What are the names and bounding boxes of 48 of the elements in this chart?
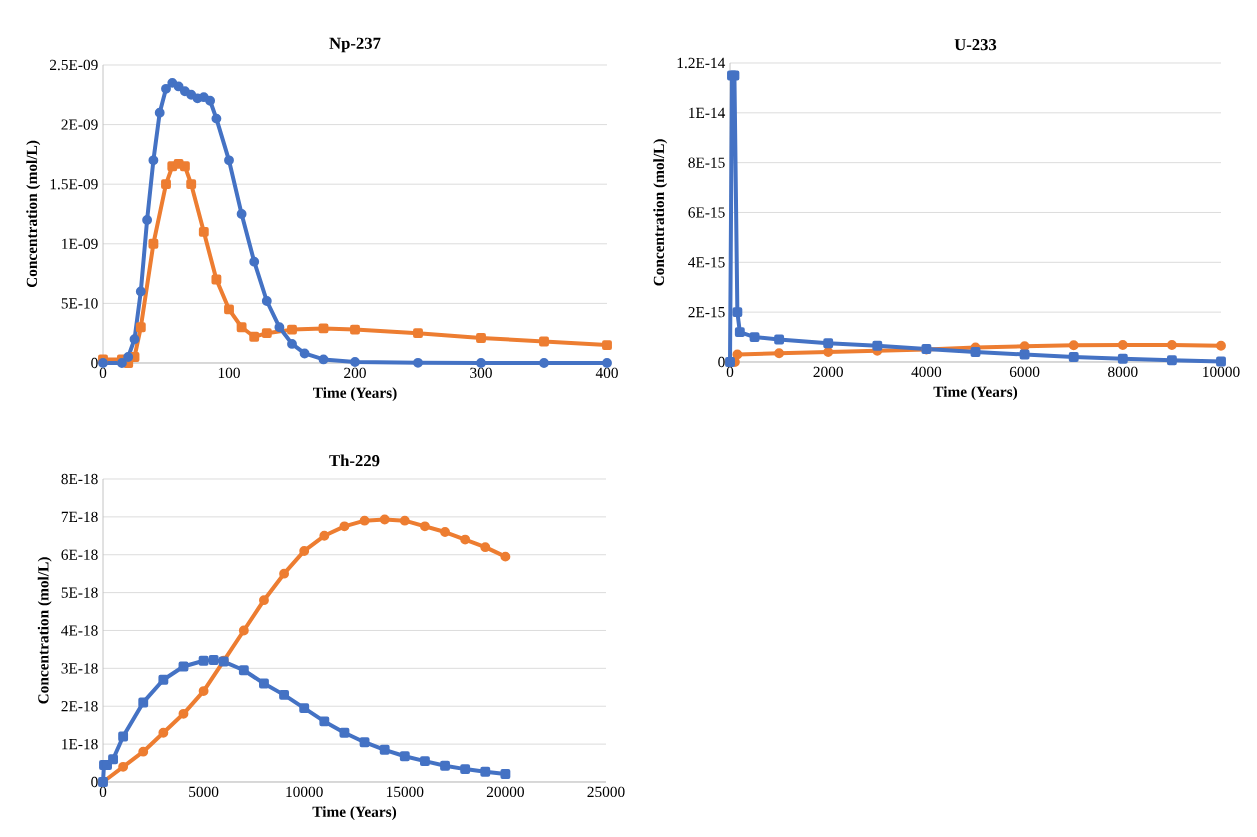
chart-title: U-233	[954, 39, 997, 51]
y-tick-label: 5E-18	[61, 587, 98, 598]
y-tick-label: 0	[718, 356, 725, 368]
x-tick-label: 10000	[286, 786, 323, 798]
y-tick-label: 1E-14	[689, 107, 726, 118]
y-tick-label: 4E-15	[688, 257, 725, 268]
chart-title: Th-229	[329, 454, 380, 467]
y-tick-label: 6E-15	[688, 207, 725, 218]
y-axis-title: Concentration (mol/L)	[26, 140, 41, 288]
x-tick-label: 0	[99, 786, 107, 798]
x-tick-label: 5000	[189, 786, 219, 798]
y-tick-label: 8E-15	[688, 157, 725, 168]
x-tick-label: 20000	[486, 786, 524, 798]
y-tick-label: 2E-18	[61, 701, 98, 712]
x-axis-title: Time (Years)	[313, 387, 397, 402]
x-tick-label: 25000	[587, 786, 625, 798]
x-tick-label: 400	[595, 367, 618, 379]
chart-title: Np-237	[329, 37, 381, 53]
x-tick-label: 15000	[386, 786, 424, 798]
x-tick-label: 100	[218, 367, 240, 379]
x-tick-label: 300	[470, 367, 492, 379]
y-tick-label: 2E-15	[688, 307, 725, 318]
y-tick-label: 6E-18	[61, 549, 98, 560]
x-tick-label: 10000	[1203, 366, 1240, 378]
x-axis-title: Time (Years)	[933, 386, 1018, 401]
x-tick-label: 0	[726, 366, 734, 378]
x-axis-title: Time (Years)	[312, 806, 397, 821]
y-tick-label: 2.5E-09	[49, 59, 98, 71]
x-tick-label: 200	[344, 367, 366, 379]
y-tick-label: 1E-18	[62, 738, 98, 750]
x-tick-label: 6000	[1009, 366, 1040, 378]
y-tick-label: 1.2E-14	[677, 57, 726, 69]
y-tick-label: 3E-18	[61, 663, 98, 674]
x-tick-label: 0	[99, 367, 107, 379]
x-tick-label: 4000	[911, 366, 942, 378]
y-tick-label: 2E-09	[61, 119, 98, 130]
x-tick-label: 8000	[1108, 366, 1138, 378]
y-tick-label: 0	[91, 357, 98, 369]
y-tick-label: 7E-18	[61, 511, 98, 523]
y-tick-label: 4E-18	[61, 625, 98, 636]
y-tick-label: 8E-18	[61, 473, 98, 485]
y-tick-label: 1.5E-09	[50, 178, 98, 190]
x-tick-label: 2000	[813, 366, 843, 378]
y-axis-title: Concentration (mol/L)	[37, 557, 52, 704]
y-tick-label: 5E-10	[61, 298, 98, 309]
y-tick-label: 1E-09	[62, 238, 98, 249]
y-tick-label: 0	[91, 776, 98, 788]
y-axis-title: Concentration (mol/L)	[653, 139, 668, 286]
